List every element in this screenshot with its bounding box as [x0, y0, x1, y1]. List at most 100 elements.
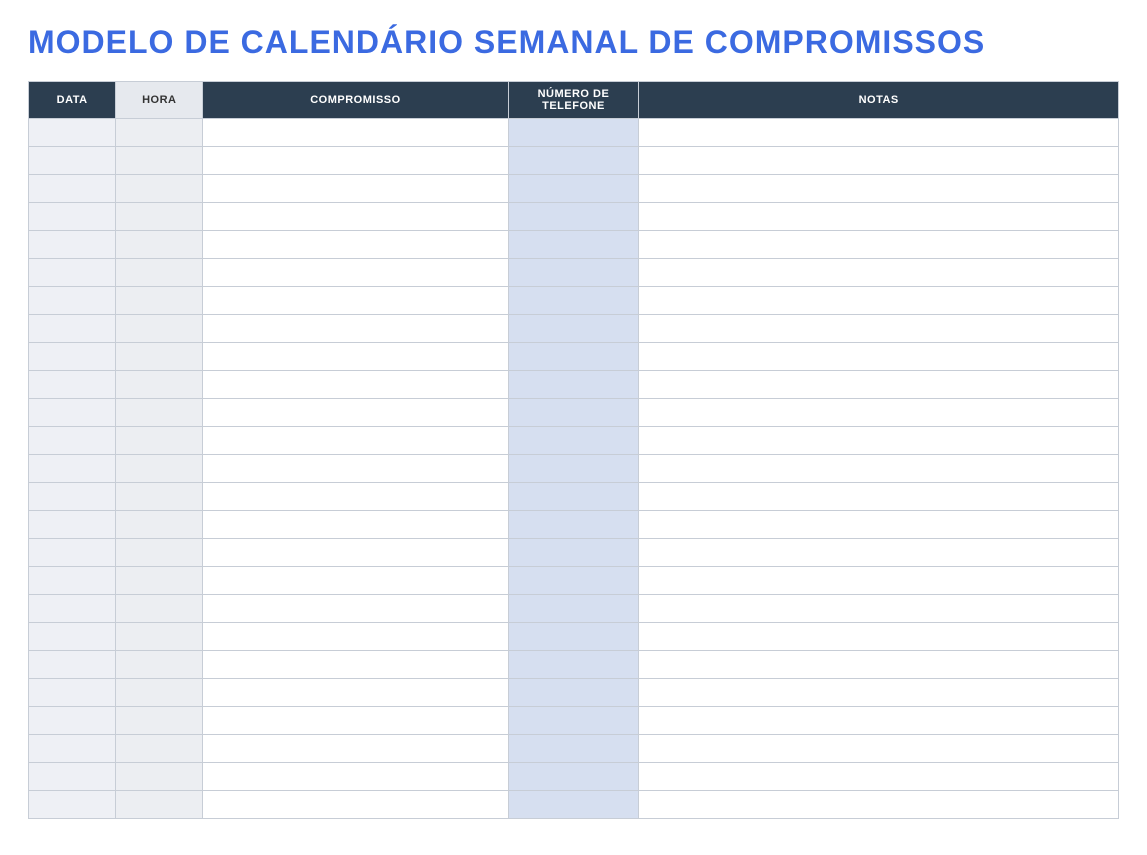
cell-data[interactable]: [29, 455, 116, 483]
cell-data[interactable]: [29, 735, 116, 763]
cell-telefone[interactable]: [508, 679, 639, 707]
cell-hora[interactable]: [116, 567, 203, 595]
cell-data[interactable]: [29, 791, 116, 819]
cell-compromisso[interactable]: [203, 567, 508, 595]
cell-notas[interactable]: [639, 399, 1119, 427]
cell-data[interactable]: [29, 399, 116, 427]
cell-telefone[interactable]: [508, 623, 639, 651]
cell-notas[interactable]: [639, 763, 1119, 791]
cell-data[interactable]: [29, 119, 116, 147]
cell-telefone[interactable]: [508, 399, 639, 427]
cell-compromisso[interactable]: [203, 735, 508, 763]
cell-hora[interactable]: [116, 791, 203, 819]
cell-notas[interactable]: [639, 203, 1119, 231]
cell-notas[interactable]: [639, 231, 1119, 259]
cell-telefone[interactable]: [508, 735, 639, 763]
cell-hora[interactable]: [116, 203, 203, 231]
cell-compromisso[interactable]: [203, 511, 508, 539]
cell-telefone[interactable]: [508, 259, 639, 287]
cell-compromisso[interactable]: [203, 539, 508, 567]
cell-telefone[interactable]: [508, 231, 639, 259]
cell-compromisso[interactable]: [203, 595, 508, 623]
cell-data[interactable]: [29, 175, 116, 203]
cell-telefone[interactable]: [508, 651, 639, 679]
cell-hora[interactable]: [116, 763, 203, 791]
cell-compromisso[interactable]: [203, 175, 508, 203]
cell-data[interactable]: [29, 651, 116, 679]
cell-notas[interactable]: [639, 539, 1119, 567]
cell-data[interactable]: [29, 259, 116, 287]
cell-telefone[interactable]: [508, 287, 639, 315]
cell-data[interactable]: [29, 147, 116, 175]
cell-hora[interactable]: [116, 679, 203, 707]
cell-hora[interactable]: [116, 455, 203, 483]
cell-compromisso[interactable]: [203, 371, 508, 399]
cell-hora[interactable]: [116, 399, 203, 427]
cell-data[interactable]: [29, 707, 116, 735]
cell-telefone[interactable]: [508, 595, 639, 623]
cell-compromisso[interactable]: [203, 427, 508, 455]
cell-hora[interactable]: [116, 371, 203, 399]
cell-notas[interactable]: [639, 259, 1119, 287]
cell-telefone[interactable]: [508, 427, 639, 455]
cell-data[interactable]: [29, 763, 116, 791]
cell-notas[interactable]: [639, 623, 1119, 651]
cell-notas[interactable]: [639, 651, 1119, 679]
cell-compromisso[interactable]: [203, 399, 508, 427]
cell-compromisso[interactable]: [203, 343, 508, 371]
cell-hora[interactable]: [116, 343, 203, 371]
cell-telefone[interactable]: [508, 315, 639, 343]
cell-notas[interactable]: [639, 427, 1119, 455]
cell-compromisso[interactable]: [203, 455, 508, 483]
cell-data[interactable]: [29, 679, 116, 707]
cell-telefone[interactable]: [508, 147, 639, 175]
cell-notas[interactable]: [639, 287, 1119, 315]
cell-telefone[interactable]: [508, 175, 639, 203]
cell-data[interactable]: [29, 343, 116, 371]
cell-hora[interactable]: [116, 231, 203, 259]
cell-notas[interactable]: [639, 735, 1119, 763]
cell-notas[interactable]: [639, 343, 1119, 371]
cell-notas[interactable]: [639, 595, 1119, 623]
cell-hora[interactable]: [116, 147, 203, 175]
cell-telefone[interactable]: [508, 203, 639, 231]
cell-telefone[interactable]: [508, 455, 639, 483]
cell-hora[interactable]: [116, 707, 203, 735]
cell-telefone[interactable]: [508, 763, 639, 791]
cell-notas[interactable]: [639, 791, 1119, 819]
cell-telefone[interactable]: [508, 539, 639, 567]
cell-compromisso[interactable]: [203, 763, 508, 791]
cell-hora[interactable]: [116, 511, 203, 539]
cell-compromisso[interactable]: [203, 623, 508, 651]
cell-hora[interactable]: [116, 315, 203, 343]
cell-notas[interactable]: [639, 679, 1119, 707]
cell-telefone[interactable]: [508, 343, 639, 371]
cell-compromisso[interactable]: [203, 791, 508, 819]
cell-notas[interactable]: [639, 567, 1119, 595]
cell-hora[interactable]: [116, 259, 203, 287]
cell-data[interactable]: [29, 539, 116, 567]
cell-hora[interactable]: [116, 539, 203, 567]
cell-data[interactable]: [29, 287, 116, 315]
cell-data[interactable]: [29, 511, 116, 539]
cell-notas[interactable]: [639, 511, 1119, 539]
cell-telefone[interactable]: [508, 371, 639, 399]
cell-data[interactable]: [29, 483, 116, 511]
cell-hora[interactable]: [116, 651, 203, 679]
cell-hora[interactable]: [116, 623, 203, 651]
cell-notas[interactable]: [639, 455, 1119, 483]
cell-telefone[interactable]: [508, 119, 639, 147]
cell-hora[interactable]: [116, 595, 203, 623]
cell-data[interactable]: [29, 203, 116, 231]
cell-compromisso[interactable]: [203, 483, 508, 511]
cell-telefone[interactable]: [508, 791, 639, 819]
cell-telefone[interactable]: [508, 511, 639, 539]
cell-data[interactable]: [29, 595, 116, 623]
cell-compromisso[interactable]: [203, 651, 508, 679]
cell-notas[interactable]: [639, 175, 1119, 203]
cell-compromisso[interactable]: [203, 315, 508, 343]
cell-hora[interactable]: [116, 427, 203, 455]
cell-data[interactable]: [29, 315, 116, 343]
cell-compromisso[interactable]: [203, 203, 508, 231]
cell-hora[interactable]: [116, 735, 203, 763]
